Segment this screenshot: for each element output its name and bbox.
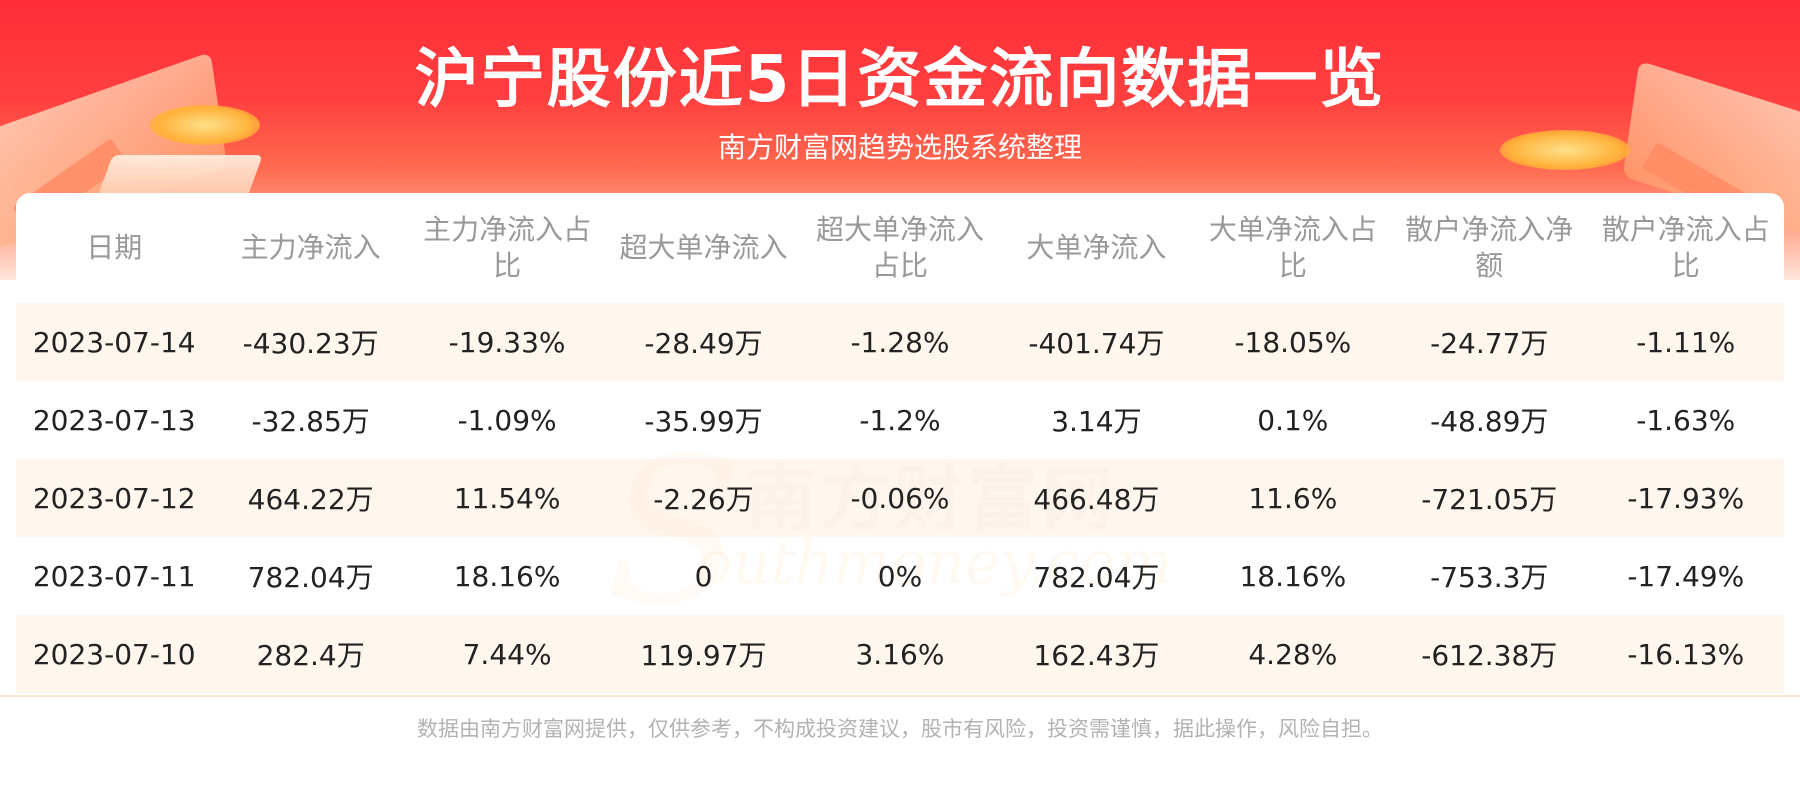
column-header-super-inflow: 超大单净流入 [619,231,788,264]
table-cell: -2.26万 [605,459,802,537]
table-cell: 0% [801,537,999,615]
table-cell: -17.49% [1587,537,1784,615]
column-header-main-inflow: 主力净流入 [240,231,381,264]
table-cell: 18.16% [1194,537,1392,615]
table-row: 2023-07-10 282.4万 7.44% 119.97万 3.16% 16… [16,615,1784,693]
table-cell: -430.23万 [212,303,409,381]
data-card: S 南方财富网 outhmoney.com 日期 主力净流入 主力净流入占比 超… [16,193,1784,793]
table-cell-date: 2023-07-11 [16,537,213,615]
page-subtitle: 南方财富网趋势选股系统整理 [717,131,1082,164]
table-cell: -1.63% [1587,381,1784,459]
table-cell: 11.54% [408,459,606,537]
table-row: 2023-07-11 782.04万 18.16% 0 0% 782.04万 1… [16,537,1784,615]
table-cell: -721.05万 [1391,459,1588,537]
table-cell: -17.93% [1587,459,1784,537]
table-cell: 119.97万 [605,615,802,693]
table-cell: -1.09% [408,381,606,459]
table-cell: 18.16% [408,537,606,615]
table-cell-date: 2023-07-12 [16,459,213,537]
decorative-coin-illustration [150,105,260,145]
table-cell: 0 [605,537,802,615]
table-cell: 466.48万 [998,459,1195,537]
table-cell: -1.11% [1587,303,1784,381]
column-header-date: 日期 [86,231,143,264]
table-cell: 162.43万 [998,615,1195,693]
table-cell: 782.04万 [998,537,1195,615]
table-cell: 0.1% [1194,381,1392,459]
column-header-retail-ratio: 散户净流入占比 [1601,213,1770,282]
table-cell: 11.6% [1194,459,1392,537]
column-header-main-ratio: 主力净流入占比 [423,213,592,282]
table-cell: -18.05% [1194,303,1392,381]
table-header-row: 日期 主力净流入 主力净流入占比 超大单净流入 超大单净流入占比 大单净流入 大… [16,193,1784,303]
column-header-retail-net: 散户净流入净额 [1405,213,1574,282]
decorative-coin-illustration [1500,130,1630,170]
table-cell: -1.28% [801,303,999,381]
table-cell: 782.04万 [212,537,409,615]
table-cell: -32.85万 [212,381,409,459]
footer-divider [0,695,1800,697]
table-cell: -19.33% [408,303,606,381]
table-cell: -16.13% [1587,615,1784,693]
table-cell: -612.38万 [1391,615,1588,693]
table-cell: 3.16% [801,615,999,693]
table-cell-date: 2023-07-14 [16,303,213,381]
table-cell: -0.06% [801,459,999,537]
table-cell: -753.3万 [1391,537,1588,615]
footer-disclaimer: 数据由南方财富网提供，仅供参考，不构成投资建议，股市有风险，投资需谨慎，据此操作… [417,717,1383,741]
table-row: 2023-07-13 -32.85万 -1.09% -35.99万 -1.2% … [16,381,1784,459]
fund-flow-table: 日期 主力净流入 主力净流入占比 超大单净流入 超大单净流入占比 大单净流入 大… [16,193,1784,693]
table-row: 2023-07-12 464.22万 11.54% -2.26万 -0.06% … [16,459,1784,537]
table-cell: -401.74万 [998,303,1195,381]
table-cell: 3.14万 [998,381,1195,459]
column-header-super-ratio: 超大单净流入占比 [815,213,984,282]
column-header-large-inflow: 大单净流入 [1026,231,1167,264]
table-cell: 282.4万 [212,615,409,693]
table-cell: -48.89万 [1391,381,1588,459]
table-cell: -28.49万 [605,303,802,381]
table-cell: 4.28% [1194,615,1392,693]
table-cell-date: 2023-07-10 [16,615,213,693]
column-header-large-ratio: 大单净流入占比 [1208,213,1377,282]
table-cell: -35.99万 [605,381,802,459]
page-title: 沪宁股份近5日资金流向数据一览 [414,43,1386,117]
table-cell-date: 2023-07-13 [16,381,213,459]
table-row: 2023-07-14 -430.23万 -19.33% -28.49万 -1.2… [16,303,1784,381]
table-cell: 464.22万 [212,459,409,537]
table-cell: 7.44% [408,615,606,693]
table-cell: -1.2% [801,381,999,459]
table-cell: -24.77万 [1391,303,1588,381]
